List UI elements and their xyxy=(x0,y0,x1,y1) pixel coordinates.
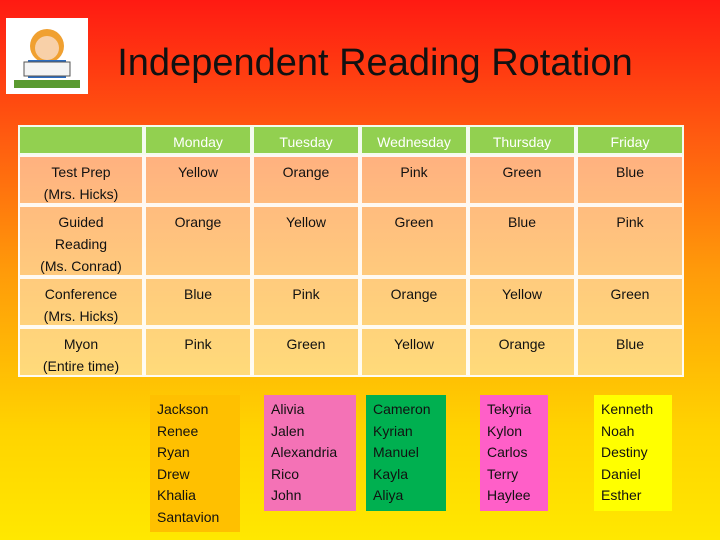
table-cell: Blue xyxy=(144,277,252,327)
table-cell: Green xyxy=(360,205,468,277)
group-box: Cameron Kyrian Manuel Kayla Aliya xyxy=(366,395,446,511)
table-cell: Green xyxy=(252,327,360,377)
table-cell: Blue xyxy=(576,155,684,205)
student-name: Tekyria xyxy=(487,401,532,417)
header-cell: Monday xyxy=(144,125,252,155)
table-cell: Orange xyxy=(144,205,252,277)
student-name: Kylon xyxy=(487,422,523,439)
header-cell: Tuesday xyxy=(252,125,360,155)
student-name: Jalen xyxy=(271,422,305,439)
student-name: Haylee xyxy=(487,487,531,503)
row-label: Test Prep (Mrs. Hicks) xyxy=(18,155,144,205)
table-cell: Yellow xyxy=(468,277,576,327)
table-cell: Yellow xyxy=(252,205,360,277)
table-cell: Yellow xyxy=(360,327,468,377)
table-cell: Orange xyxy=(252,155,360,205)
table-cell: Yellow xyxy=(144,155,252,205)
student-name: Jackson xyxy=(157,401,209,417)
group-box: Tekyria Kylon Carlos Terry Haylee xyxy=(480,395,548,511)
student-name: Santavion xyxy=(157,508,220,525)
table-cell: Pink xyxy=(252,277,360,327)
group-box: Alivia Jalen Alexandria Rico John xyxy=(264,395,356,511)
student-name: Khalia xyxy=(157,487,196,503)
header-cell: Friday xyxy=(576,125,684,155)
table-cell: Pink xyxy=(576,205,684,277)
student-name: Kyrian xyxy=(373,422,413,439)
row-label: Myon (Entire time) xyxy=(18,327,144,377)
header-cell: Wednesday xyxy=(360,125,468,155)
student-name: Alexandria xyxy=(271,444,338,460)
table-cell: Blue xyxy=(576,327,684,377)
table-cell: Pink xyxy=(144,327,252,377)
student-name: Carlos xyxy=(487,444,528,460)
student-name: Ryan xyxy=(157,444,190,460)
table-cell: Blue xyxy=(468,205,576,277)
student-name: Aliya xyxy=(373,487,404,503)
row-label: Guided Reading (Ms. Conrad) xyxy=(18,205,144,277)
header-cell: Thursday xyxy=(468,125,576,155)
table-cell: Orange xyxy=(360,277,468,327)
header-cell xyxy=(18,125,144,155)
student-name: Esther xyxy=(601,487,642,503)
student-name: Drew xyxy=(157,465,190,482)
slide-title: Independent Reading Rotation xyxy=(117,42,633,84)
table-cell: Orange xyxy=(468,327,576,377)
student-name: Rico xyxy=(271,465,300,482)
student-name: Kenneth xyxy=(601,401,654,417)
student-name: Renee xyxy=(157,422,199,439)
group-box: Kenneth Noah Destiny Daniel Esther xyxy=(594,395,672,511)
student-name: John xyxy=(271,487,302,503)
student-name: Noah xyxy=(601,422,635,439)
row-label: Conference (Mrs. Hicks) xyxy=(18,277,144,327)
reading-icon xyxy=(6,18,88,94)
table-cell: Pink xyxy=(360,155,468,205)
student-name: Cameron xyxy=(373,401,431,417)
table-cell: Green xyxy=(468,155,576,205)
group-box: Jackson Renee Ryan Drew Khalia Santavion xyxy=(150,395,240,532)
student-name: Kayla xyxy=(373,465,409,482)
student-name: Destiny xyxy=(601,444,648,460)
table-cell: Green xyxy=(576,277,684,327)
student-name: Alivia xyxy=(271,401,305,417)
student-name: Daniel xyxy=(601,465,641,482)
student-name: Manuel xyxy=(373,444,419,460)
student-name: Terry xyxy=(487,465,519,482)
